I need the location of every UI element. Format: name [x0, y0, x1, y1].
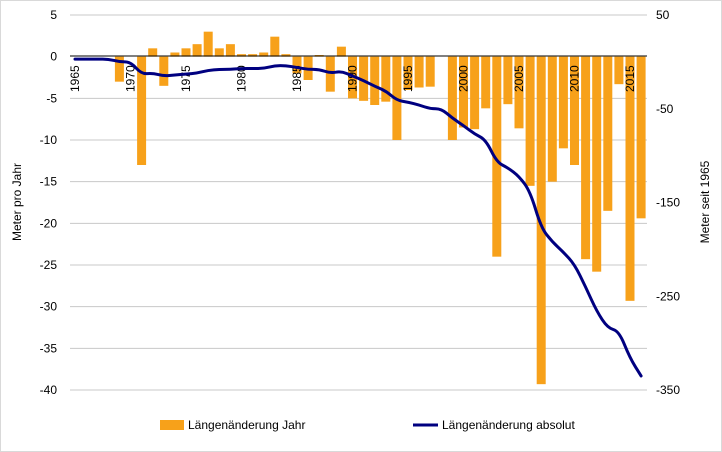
bar-1972: [148, 48, 158, 57]
bar-1977: [203, 31, 213, 57]
bar-2006: [525, 56, 535, 186]
x-tick-label: 1975: [179, 65, 193, 92]
bar-1975: [181, 48, 191, 57]
right-y-axis-title: Meter seit 1965: [698, 160, 712, 243]
bar-1982: [259, 52, 269, 57]
x-axis-tick-labels: 1965 1970 1975 1980 1985 1990 1995 2000 2005 2010…: [68, 65, 637, 92]
x-tick-label: 1970: [124, 65, 138, 92]
bar-1980: [237, 54, 246, 57]
x-tick-label: 1985: [290, 65, 304, 92]
right-y-tick-label: -350: [656, 383, 680, 397]
bar-1991: [359, 56, 369, 101]
bar-1997: [425, 56, 435, 87]
right-y-tick-label: -150: [656, 196, 680, 210]
bar-2005: [514, 56, 524, 129]
bar-series-yearly-change: [114, 31, 646, 385]
left-y-tick-label: 5: [50, 8, 57, 22]
bar-1973: [159, 56, 169, 86]
right-y-tick-label: -250: [656, 289, 680, 303]
right-y-tick-label: -50: [656, 102, 674, 116]
left-y-tick-label: -10: [40, 133, 58, 147]
bar-2008: [547, 56, 557, 182]
bar-2007: [536, 56, 546, 385]
bar-1981: [248, 54, 258, 57]
bar-1996: [414, 56, 424, 88]
left-y-tick-label: 0: [50, 50, 57, 64]
x-tick-label: 1980: [235, 65, 249, 92]
bar-2003: [492, 56, 502, 257]
left-y-tick-label: -30: [40, 300, 58, 314]
bar-2013: [603, 56, 613, 211]
x-tick-label: 2005: [512, 65, 526, 92]
bar-2000: [459, 56, 468, 128]
left-y-tick-label: -35: [40, 341, 58, 355]
right-y-axis-ticks: 50 -50 -150 -250 -350: [656, 8, 680, 397]
right-y-tick-label: 50: [656, 8, 670, 22]
bar-2011: [581, 56, 591, 260]
bar-1993: [381, 56, 391, 102]
left-y-axis-ticks: 5 0 -5 -10 -15 -20 -25 -30 -35 -40: [40, 8, 58, 397]
x-tick-label: 1995: [401, 65, 415, 92]
left-y-tick-label: -5: [46, 91, 57, 105]
legend-label-absolute-change: Längenänderung absolut: [442, 418, 575, 432]
bar-2004: [503, 56, 513, 105]
line-series-absolute-change: [73, 57, 643, 378]
bar-1983: [270, 36, 280, 57]
bar-1978: [214, 48, 224, 57]
gridlines: [70, 14, 647, 391]
legend-label-yearly-change: Längenänderung Jahr: [188, 418, 305, 432]
legend: Längenänderung Jahr Längenänderung absol…: [160, 418, 575, 432]
bar-2009: [558, 56, 568, 149]
left-y-tick-label: -25: [40, 258, 58, 272]
bar-1985: [292, 56, 302, 74]
bar-1976: [192, 44, 202, 57]
bar-1992: [370, 56, 380, 105]
legend-swatch-yearly-change: [160, 420, 184, 430]
x-tick-label: 1990: [346, 65, 360, 92]
bar-1974: [170, 52, 180, 57]
bar-1984: [281, 54, 291, 57]
x-tick-label: 1965: [68, 65, 82, 92]
bar-1999: [447, 56, 457, 140]
x-tick-label: 2015: [623, 65, 637, 92]
bar-2016: [636, 56, 646, 219]
bar-1971: [137, 56, 147, 165]
bar-1989: [336, 46, 346, 57]
x-tick-label: 2000: [457, 65, 471, 92]
bar-2014: [614, 56, 624, 85]
bar-1995: [403, 56, 413, 90]
bar-1969: [114, 56, 124, 82]
x-tick-label: 2010: [568, 65, 582, 92]
bar-2012: [592, 56, 602, 272]
left-y-tick-label: -15: [40, 175, 58, 189]
bar-2015: [625, 56, 635, 301]
left-y-axis-title: Meter pro Jahr: [10, 163, 24, 241]
left-y-tick-label: -40: [40, 383, 58, 397]
bar-2001: [470, 56, 480, 130]
left-y-tick-label: -20: [40, 216, 58, 230]
bar-2010: [570, 56, 579, 165]
bar-1988: [325, 56, 335, 92]
bar-2002: [481, 56, 491, 109]
bar-1979: [225, 44, 235, 57]
